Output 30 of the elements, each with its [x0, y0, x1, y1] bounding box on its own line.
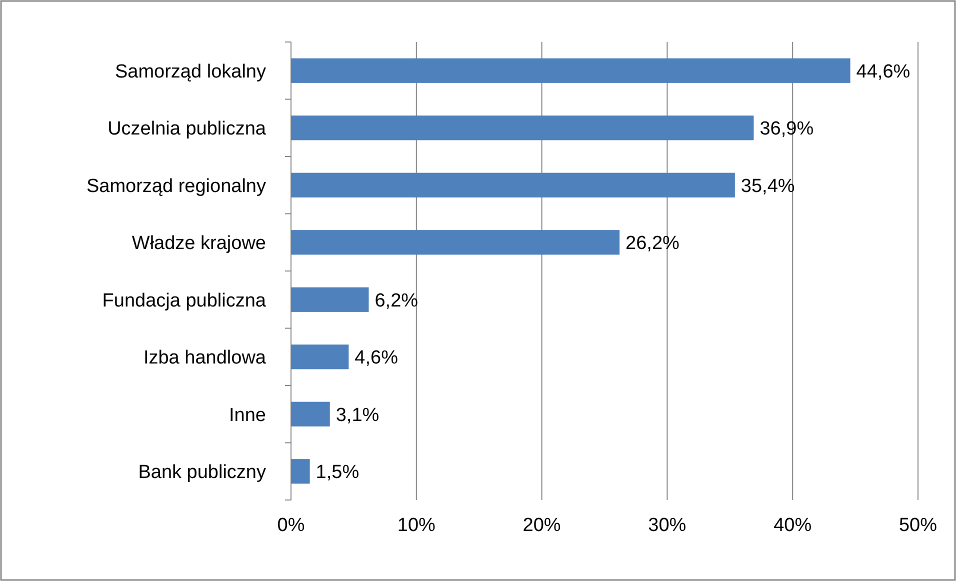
- x-tick-label: 0%: [277, 515, 305, 536]
- data-label: 44,6%: [856, 61, 910, 82]
- bar: [291, 344, 349, 370]
- y-tick-label: Inne: [229, 404, 266, 426]
- x-tick-label: 30%: [648, 515, 686, 536]
- x-tick-label: 50%: [898, 515, 938, 536]
- bar: [291, 230, 620, 255]
- data-label: 3,1%: [336, 404, 380, 426]
- x-tick-label: 20%: [522, 515, 561, 536]
- data-label: 26,2%: [626, 233, 680, 254]
- bar: [291, 116, 754, 140]
- bar: [291, 172, 735, 198]
- data-label: 1,5%: [316, 462, 360, 484]
- data-label: 36,9%: [760, 118, 814, 140]
- bar: [291, 402, 330, 426]
- data-label: 35,4%: [740, 176, 795, 197]
- y-tick-label: Uczelnia publiczna: [108, 118, 266, 140]
- bar: [291, 58, 850, 83]
- x-tick-label: 40%: [774, 515, 812, 536]
- y-tick-label: Władze krajowe: [132, 233, 266, 254]
- y-tick-label: Bank publiczny: [138, 462, 266, 484]
- data-label: 6,2%: [374, 290, 418, 312]
- bar: [291, 459, 310, 484]
- y-tick-label: Izba handlowa: [143, 348, 266, 369]
- data-label: 4,6%: [354, 348, 398, 369]
- y-tick-label: Samorząd lokalny: [114, 61, 266, 82]
- y-tick-label: Fundacja publiczna: [102, 290, 266, 312]
- y-tick-label: Samorząd regionalny: [86, 176, 266, 197]
- x-tick-label: 10%: [397, 515, 436, 536]
- bar: [291, 287, 369, 312]
